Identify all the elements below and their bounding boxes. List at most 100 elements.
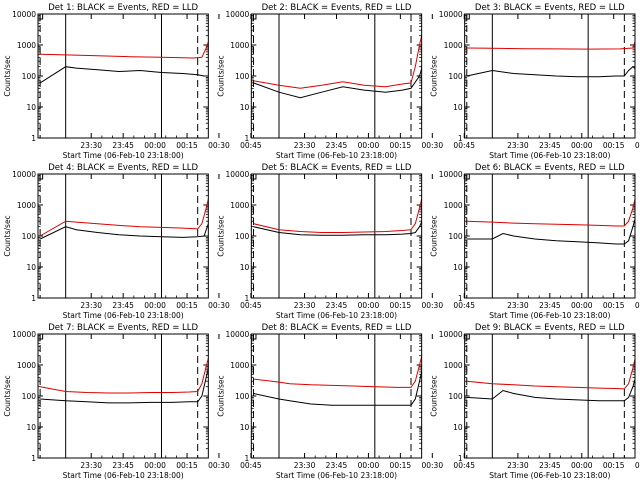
det1-ytick-label: 10000 [12, 10, 36, 19]
det1-ytick-label: 100 [22, 72, 37, 81]
det9-xtick-label: 00:30 [635, 461, 640, 470]
det5-xtick-label: 00:45 [453, 301, 475, 310]
det7-xtick-label: 23:30 [80, 461, 102, 470]
det8-ytick-label: 1 [245, 454, 250, 463]
det2-xtick-label: 00:30 [421, 141, 443, 150]
det4-ylabel: Counts/sec [3, 215, 12, 256]
det7-frame [37, 333, 209, 459]
det3-ytick-label: 1 [458, 134, 463, 143]
det9-ytick-label: 10000 [439, 330, 463, 339]
det5-xtick-label: 23:45 [326, 301, 348, 310]
det6-ytick-label: 1 [458, 294, 463, 303]
det2-xtick-label: 00:15 [390, 141, 412, 150]
det7-xtick-label: 23:45 [112, 461, 134, 470]
det3-xtick-label: 23:30 [507, 141, 529, 150]
det4-frame [37, 173, 209, 299]
det5-square-marker [251, 174, 257, 180]
det3-ytick-label: 10 [453, 103, 463, 112]
det7-series-lld [40, 356, 209, 394]
det2-frame [250, 13, 423, 139]
det9-plot: Det 9: BLACK = Events, RED = LLD Counts/s… [430, 323, 640, 480]
det4-ytick-label: 100 [22, 232, 37, 241]
det2-xtick-label: 23:30 [294, 141, 316, 150]
det8-frame [250, 333, 423, 459]
det5-plot: Det 5: BLACK = Events, RED = LLD Counts/s… [216, 163, 475, 320]
det3-data-area [464, 14, 635, 138]
det8-xtick-label: 00:00 [358, 461, 380, 470]
det5-ytick-label: 1 [245, 294, 250, 303]
det9-ytick-label: 100 [448, 392, 463, 401]
det6-xlabel: Start Time (06-Feb-10 23:18:00) [489, 311, 610, 320]
det6-data-area [464, 174, 635, 298]
det3-xtick-label: 23:45 [539, 141, 561, 150]
det8-xtick-label: 00:30 [421, 461, 443, 470]
det8-ylabel: Counts/sec [216, 375, 225, 416]
det9-ylabel: Counts/sec [430, 375, 439, 416]
det1-xtick-label: 00:15 [176, 141, 198, 150]
det9-xtick-label: 23:30 [507, 461, 529, 470]
det1-ylabel: Counts/sec [3, 55, 12, 96]
det4-xtick-label: 23:30 [80, 301, 102, 310]
det7-ytick-label: 100 [22, 392, 37, 401]
det9-series-lld [466, 356, 635, 390]
det6-xtick-label: 00:00 [571, 301, 593, 310]
det3-ytick-label: 10000 [439, 10, 463, 19]
det1-data-area [38, 14, 209, 138]
det8-xlabel: Start Time (06-Feb-10 23:18:00) [276, 471, 397, 480]
det4-xtick-label: 00:15 [176, 301, 198, 310]
det8-xtick-label: 23:30 [294, 461, 316, 470]
det2-xlabel: Start Time (06-Feb-10 23:18:00) [276, 151, 397, 160]
det3-series-events [466, 66, 635, 78]
det3-ylabel: Counts/sec [430, 55, 439, 96]
det3-xlabel: Start Time (06-Feb-10 23:18:00) [489, 151, 610, 160]
det2-ytick-label: 1000 [230, 41, 249, 50]
det6-ytick-label: 100 [448, 232, 463, 241]
det1-square-marker [38, 14, 44, 20]
det9-ytick-label: 1000 [444, 361, 463, 370]
det6-xtick-label: 00:30 [635, 301, 640, 310]
det2-ytick-label: 10000 [225, 10, 249, 19]
det1-title: Det 1: BLACK = Events, RED = LLD [48, 3, 198, 13]
det3-xtick-label: 00:15 [603, 141, 625, 150]
det9-square-marker [464, 334, 470, 340]
det9-xtick-label: 00:15 [603, 461, 625, 470]
det7-xlabel: Start Time (06-Feb-10 23:18:00) [63, 471, 184, 480]
det5-ytick-label: 10 [240, 263, 250, 272]
det5-data-area [251, 174, 422, 298]
det9-ytick-label: 1 [458, 454, 463, 463]
det5-series-lld [253, 196, 422, 233]
det9-title: Det 9: BLACK = Events, RED = LLD [475, 323, 625, 333]
det5-xtick-label: 00:30 [421, 301, 443, 310]
det5-frame [250, 173, 423, 299]
det8-square-marker [251, 334, 257, 340]
det4-xtick-label: 23:45 [112, 301, 134, 310]
det7-square-marker [38, 334, 44, 340]
det7-ytick-label: 1 [31, 454, 36, 463]
det1-xtick-label: 23:30 [80, 141, 102, 150]
det3-xtick-label: 00:00 [571, 141, 593, 150]
det4-xtick-label: 00:30 [208, 301, 230, 310]
det9-series-events [466, 377, 635, 402]
det4-series-events [39, 222, 209, 240]
det6-ytick-label: 1000 [444, 201, 463, 210]
det6-plot: Det 6: BLACK = Events, RED = LLD Counts/s… [430, 163, 640, 320]
det9-ytick-label: 10 [453, 423, 463, 432]
det8-plot: Det 8: BLACK = Events, RED = LLD Counts/s… [216, 323, 475, 480]
det4-ytick-label: 1 [31, 294, 36, 303]
det8-xtick-label: 00:45 [453, 461, 475, 470]
det7-ytick-label: 10 [26, 423, 36, 432]
det2-data-area [251, 14, 422, 138]
det3-square-marker [464, 14, 470, 20]
det6-frame [464, 173, 636, 299]
det7-xtick-label: 00:45 [240, 461, 262, 470]
det3-xtick-label: 00:30 [635, 141, 640, 150]
det9-data-area [464, 334, 635, 458]
det9-xtick-label: 00:00 [571, 461, 593, 470]
det1-ytick-label: 1 [31, 134, 36, 143]
det6-series-lld [466, 196, 635, 227]
det3-frame [464, 13, 636, 139]
det2-series-events [253, 66, 422, 99]
det5-title: Det 5: BLACK = Events, RED = LLD [262, 163, 412, 173]
det5-xtick-label: 00:15 [390, 301, 412, 310]
